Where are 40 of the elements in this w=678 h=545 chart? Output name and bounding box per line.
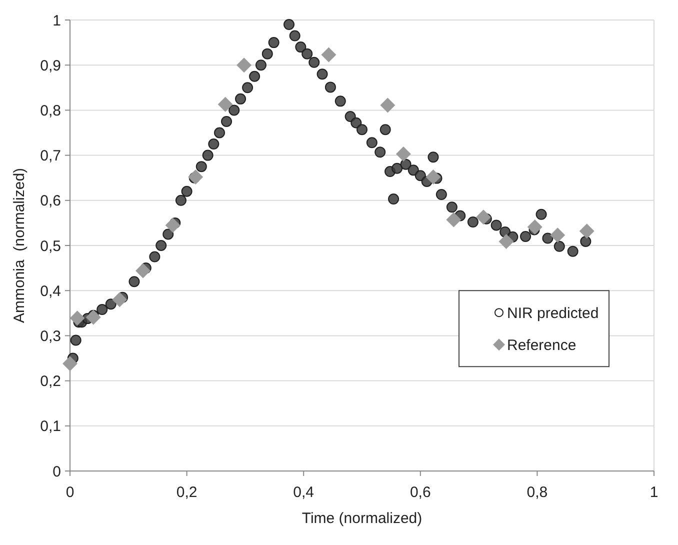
y-tick-label: 0: [52, 463, 61, 480]
point: [527, 220, 542, 235]
point: [62, 356, 78, 372]
point: [112, 292, 128, 308]
x-tick-label: 0,6: [410, 484, 431, 501]
x-tick-label: 0,8: [526, 484, 548, 501]
legend-label: NIR predicted: [507, 304, 599, 322]
point: [396, 146, 411, 162]
point: [236, 58, 252, 73]
y-tick-label: 0,9: [40, 57, 61, 74]
point: [380, 98, 396, 113]
y-tick-label: 0,7: [40, 148, 61, 165]
point: [446, 212, 462, 228]
point: [498, 234, 514, 249]
y-tick-label: 1: [52, 12, 61, 30]
point: [476, 210, 491, 225]
y-axis-title: Ammonia (normalized): [11, 168, 28, 324]
legend-label: Reference: [507, 336, 576, 354]
y-tick-label: 0,2: [40, 373, 61, 390]
x-axis-title: Time (normalized): [302, 510, 422, 527]
point: [188, 169, 204, 184]
x-tick-label: 1: [650, 484, 658, 501]
x-tick-label: 0,2: [176, 484, 198, 501]
point: [136, 263, 150, 278]
y-tick-label: 0,6: [40, 192, 61, 210]
y-tick-label: 0,4: [40, 282, 61, 300]
point: [86, 310, 101, 325]
point: [579, 224, 594, 239]
point: [218, 96, 233, 112]
y-tick-label: 0,3: [40, 328, 61, 345]
point: [321, 47, 336, 62]
x-tick-label: 0,4: [293, 484, 314, 501]
y-tick-label: 0,1: [40, 418, 61, 436]
y-tick-label: 0,5: [40, 238, 61, 255]
y-tick-label: 0,8: [40, 102, 61, 120]
point: [165, 218, 180, 233]
point: [70, 310, 85, 326]
point: [426, 169, 441, 184]
x-tick-label: 0: [66, 484, 74, 501]
point: [550, 228, 566, 243]
